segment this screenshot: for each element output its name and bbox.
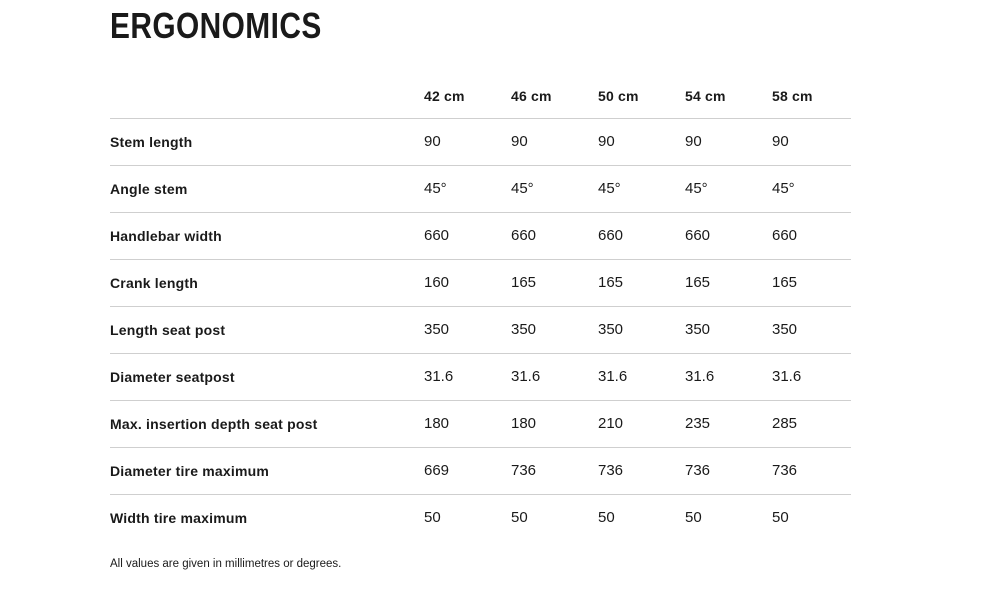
table-cell: 669	[424, 462, 450, 479]
row-label: Length seat post	[110, 321, 226, 338]
table-cell: 50	[772, 509, 789, 527]
table-cell: 90	[424, 133, 441, 150]
table-cell: 45°	[598, 180, 621, 197]
table-row: Length seat post 350 350 350 350 350	[110, 306, 851, 353]
table-cell: 350	[772, 321, 798, 338]
table-cell: 45°	[511, 180, 534, 197]
table-body: Stem length 90 90 90 90 90 Angle stem 45° 45° 45°…	[110, 118, 851, 541]
table-footnote: All values are given in millimetres or d…	[110, 558, 342, 570]
row-label: Handlebar width	[110, 227, 222, 244]
table-cell: 736	[685, 462, 711, 479]
column-header: 46 cm	[511, 88, 552, 105]
table-cell: 285	[772, 415, 798, 432]
table-cell: 660	[511, 227, 537, 244]
row-label: Stem length	[110, 133, 193, 150]
table-cell: 50	[598, 509, 615, 527]
column-header: 54 cm	[685, 88, 726, 105]
row-label: Angle stem	[110, 180, 188, 197]
table-row: Crank length 160 165 165 165 165	[110, 259, 851, 306]
table-cell: 660	[598, 227, 624, 244]
row-label: Diameter tire maximum	[110, 462, 270, 479]
table-cell: 165	[685, 274, 711, 291]
column-header: 50 cm	[598, 88, 639, 105]
table-cell: 90	[772, 133, 789, 150]
table-row: Handlebar width 660 660 660 660 660	[110, 212, 851, 259]
table-cell: 350	[424, 321, 450, 338]
table-cell: 660	[424, 227, 450, 244]
table-row: Diameter seatpost 31.6 31.6 31.6 31.6 31.6	[110, 353, 851, 400]
ergonomics-table: 42 cm 46 cm 50 cm 54 cm 58 cm Stem length 90 9…	[110, 75, 851, 541]
table-row: Diameter tire maximum 669 736 736 736 736	[110, 447, 851, 494]
table-cell: 235	[685, 415, 711, 432]
table-cell: 350	[598, 321, 624, 338]
table-cell: 90	[685, 133, 702, 150]
table-cell: 31.6	[685, 368, 715, 385]
table-cell: 736	[772, 462, 798, 479]
row-label: Width tire maximum	[110, 509, 248, 526]
table-row: Angle stem 45° 45° 45° 45° 45°	[110, 165, 851, 212]
table-cell: 350	[685, 321, 711, 338]
table-row: Max. insertion depth seat post 180 180 210 2…	[110, 400, 851, 447]
table-cell: 45°	[772, 180, 795, 197]
table-cell: 736	[598, 462, 624, 479]
table-cell: 31.6	[424, 368, 454, 385]
ergonomics-section: ERGONOMICS 42 cm 46 cm 50 cm 54 cm 58 cm Ste…	[0, 6, 1000, 571]
table-cell: 45°	[685, 180, 708, 197]
table-cell: 31.6	[598, 368, 628, 385]
table-cell: 90	[598, 133, 615, 150]
column-header: 42 cm	[424, 88, 465, 105]
column-header: 58 cm	[772, 88, 813, 105]
table-cell: 165	[598, 274, 624, 291]
row-label: Crank length	[110, 274, 198, 291]
table-cell: 31.6	[772, 368, 802, 385]
table-cell: 45°	[424, 180, 447, 197]
table-cell: 660	[772, 227, 798, 244]
table-cell: 350	[511, 321, 537, 338]
table-cell: 165	[511, 274, 537, 291]
table-row: Width tire maximum 50 50 50 50 50	[110, 494, 851, 541]
table-cell: 31.6	[511, 368, 541, 385]
table-cell: 160	[424, 274, 450, 291]
row-label: Max. insertion depth seat post	[110, 415, 318, 432]
table-cell: 50	[685, 509, 702, 527]
row-label: Diameter seatpost	[110, 368, 235, 385]
table-cell: 165	[772, 274, 798, 291]
page-title: ERGONOMICS	[110, 5, 322, 46]
row-label-header	[110, 75, 424, 118]
table-cell: 90	[511, 133, 528, 150]
table-cell: 210	[598, 415, 624, 432]
table-cell: 736	[511, 462, 537, 479]
table-cell: 50	[424, 509, 441, 527]
table-row: Stem length 90 90 90 90 90	[110, 118, 851, 165]
table-cell: 50	[511, 509, 528, 527]
table-cell: 660	[685, 227, 711, 244]
table-cell: 180	[511, 415, 537, 432]
table-cell: 180	[424, 415, 450, 432]
table-header-row: 42 cm 46 cm 50 cm 54 cm 58 cm	[110, 75, 851, 118]
